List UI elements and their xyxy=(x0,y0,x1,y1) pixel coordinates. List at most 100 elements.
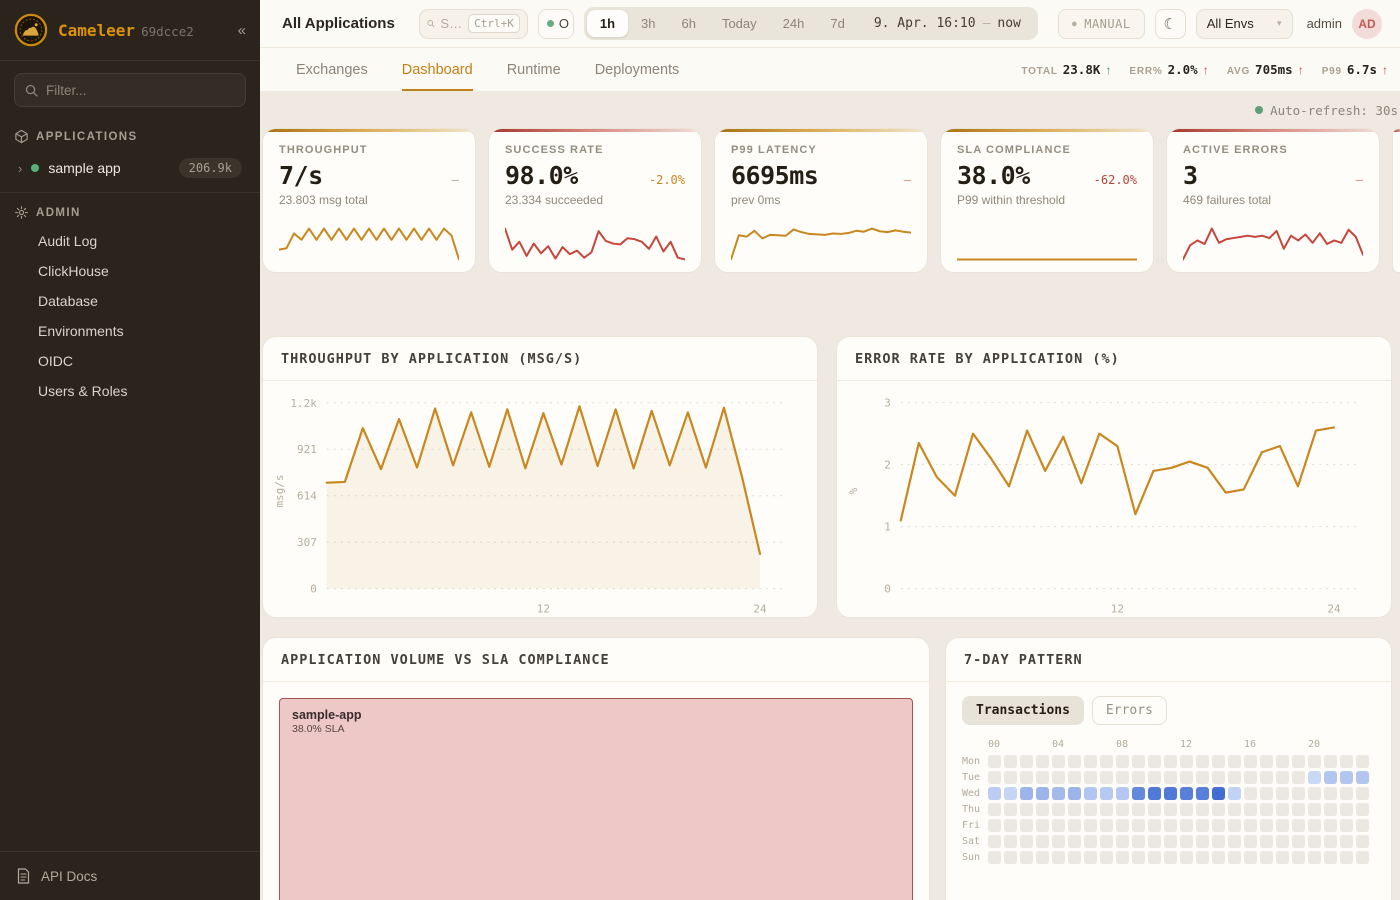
manual-refresh-button[interactable]: ● MANUAL xyxy=(1057,8,1145,39)
day-label: Sun xyxy=(962,851,981,863)
applications-section-header: APPLICATIONS xyxy=(0,119,260,150)
moon-icon: ☾ xyxy=(1163,15,1177,33)
heatmap-cell xyxy=(1308,850,1321,864)
heatmap-cell xyxy=(1164,834,1177,848)
sidebar-item-sample-app[interactable]: › sample app 206.9k xyxy=(10,152,250,184)
kpi-sparkline xyxy=(279,225,459,263)
sidebar-filter[interactable] xyxy=(14,73,246,107)
online-status-label: O xyxy=(558,16,569,31)
heatmap-cell xyxy=(1228,818,1241,832)
kpi-subtext: prev 0ms xyxy=(731,193,781,207)
pattern-toggle-errors[interactable]: Errors xyxy=(1091,696,1167,725)
sidebar-item-database[interactable]: Database xyxy=(38,293,98,309)
range-button-7d[interactable]: 7d xyxy=(817,10,857,37)
heatmap-cell xyxy=(1212,754,1225,768)
stat-value: 705ms xyxy=(1255,62,1293,77)
heatmap-cell xyxy=(1020,834,1033,848)
time-range-from: 9. Apr. 16:10 xyxy=(873,16,976,31)
charts-row: THROUGHPUT BY APPLICATION (MSG/S) 0 307 61… xyxy=(260,336,1400,618)
search-input[interactable]: S… Ctrl+K xyxy=(418,8,528,39)
heatmap-cell xyxy=(1004,818,1017,832)
range-button-24h[interactable]: 24h xyxy=(770,10,818,37)
app-title: Cameleer 69dcce2 xyxy=(58,20,194,40)
heatmap-cell xyxy=(1260,802,1273,816)
chevron-right-icon[interactable]: › xyxy=(18,160,23,176)
avatar[interactable]: AD xyxy=(1352,8,1382,39)
treemap: sample-app 38.0% SLA xyxy=(263,682,929,900)
heatmap-cell xyxy=(1340,770,1353,784)
tab-exchanges[interactable]: Exchanges xyxy=(296,61,368,78)
sla-treemap-card: APPLICATION VOLUME VS SLA COMPLIANCE sam… xyxy=(262,637,930,900)
heatmap-cell xyxy=(1228,754,1241,768)
heatmap-cell xyxy=(1084,802,1097,816)
range-button-6h[interactable]: 6h xyxy=(668,10,708,37)
sidebar-item-api-docs[interactable]: API Docs xyxy=(0,851,260,900)
sidebar-item-audit-log[interactable]: Audit Log xyxy=(38,233,98,249)
heatmap-cell xyxy=(1132,802,1145,816)
hour-label: 00 xyxy=(988,739,1001,750)
sidebar-item-oidc[interactable]: OIDC xyxy=(38,353,73,369)
filter-input[interactable] xyxy=(46,82,235,98)
page-title: All Applications xyxy=(282,15,395,32)
kpi-subtext: 469 failures total xyxy=(1183,193,1272,207)
heatmap-cell xyxy=(1180,770,1193,784)
tab-runtime[interactable]: Runtime xyxy=(506,61,561,78)
svg-text:0: 0 xyxy=(884,583,891,596)
treemap-tile-name: sample-app xyxy=(292,708,362,722)
kpi-accent-bar xyxy=(489,129,701,132)
heatmap-cell xyxy=(1260,834,1273,848)
dark-mode-toggle[interactable]: ☾ xyxy=(1154,8,1186,39)
svg-text:307: 307 xyxy=(297,536,317,549)
heatmap-cell xyxy=(1180,802,1193,816)
sidebar-item-environments[interactable]: Environments xyxy=(38,323,124,339)
heatmap-cell xyxy=(1052,834,1065,848)
kpi-card-throughput: THROUGHPUT 7/s – 23.803 msg total xyxy=(262,128,476,273)
kpi-value: 3 xyxy=(1183,161,1198,190)
heatmap-cell xyxy=(1244,802,1257,816)
topbar: All Applications S… Ctrl+K O 1h 3h 6h Today… xyxy=(260,0,1400,48)
heatmap-cell xyxy=(1052,802,1065,816)
sidebar-item-clickhouse[interactable]: ClickHouse xyxy=(38,263,109,279)
kpi-label: SUCCESS RATE xyxy=(505,144,604,156)
manual-bullet-icon: ● xyxy=(1071,19,1078,28)
stat-value: 6.7s xyxy=(1346,62,1377,77)
heatmap-cell xyxy=(1180,818,1193,832)
environment-select[interactable]: All Envs ▾ xyxy=(1195,8,1293,39)
heatmap-cell xyxy=(1356,754,1369,768)
kpi-subtext: P99 within threshold xyxy=(957,193,1066,207)
kpi-value-row: 98.0% -2.0% xyxy=(505,161,685,190)
seven-day-pattern-card: 7-DAY PATTERN Transactions Errors 00 04 08 1… xyxy=(945,637,1392,900)
pattern-toggle-transactions[interactable]: Transactions xyxy=(962,696,1084,725)
heatmap-cell xyxy=(1324,818,1337,832)
range-button-1h[interactable]: 1h xyxy=(586,10,629,37)
heatmap-cell xyxy=(1324,834,1337,848)
kpi-value-row: 3– xyxy=(1183,161,1363,190)
weekly-heatmap: 00 04 08 12 16 20 Mon Tue Wed Thu Fri Sat Sun xyxy=(962,739,1375,865)
treemap-tile-sample-app[interactable]: sample-app 38.0% SLA xyxy=(279,698,913,900)
heatmap-cell xyxy=(1148,850,1161,864)
kpi-delta: – xyxy=(451,173,459,187)
heatmap-cell xyxy=(1132,818,1145,832)
heatmap-cell xyxy=(1068,754,1081,768)
stat-value: 2.0% xyxy=(1167,62,1198,77)
sidebar-item-users-roles[interactable]: Users & Roles xyxy=(38,383,128,399)
tab-dashboard[interactable]: Dashboard xyxy=(401,48,473,91)
heatmap-cell xyxy=(1004,786,1017,800)
pattern-body: Transactions Errors 00 04 08 12 16 20 Mon Tue Wed… xyxy=(946,682,1391,879)
search-icon xyxy=(427,20,435,28)
heatmap-cell xyxy=(1276,834,1289,848)
collapse-sidebar-button[interactable]: « xyxy=(237,21,246,39)
online-status-button[interactable]: O xyxy=(537,8,574,39)
status-dot-green xyxy=(31,164,40,172)
tab-deployments[interactable]: Deployments xyxy=(594,61,680,78)
gear-icon xyxy=(15,206,28,219)
range-button-today[interactable]: Today xyxy=(709,10,770,37)
heatmap-cell xyxy=(1100,850,1113,864)
stat-value: 23.8K xyxy=(1062,62,1101,77)
svg-text:12: 12 xyxy=(1111,603,1124,616)
main-area: All Applications S… Ctrl+K O 1h 3h 6h Today… xyxy=(260,0,1400,900)
heatmap-cell xyxy=(1068,786,1081,800)
range-button-3h[interactable]: 3h xyxy=(628,10,668,37)
heatmap-cell xyxy=(988,786,1001,800)
heatmap-cell xyxy=(1196,818,1209,832)
